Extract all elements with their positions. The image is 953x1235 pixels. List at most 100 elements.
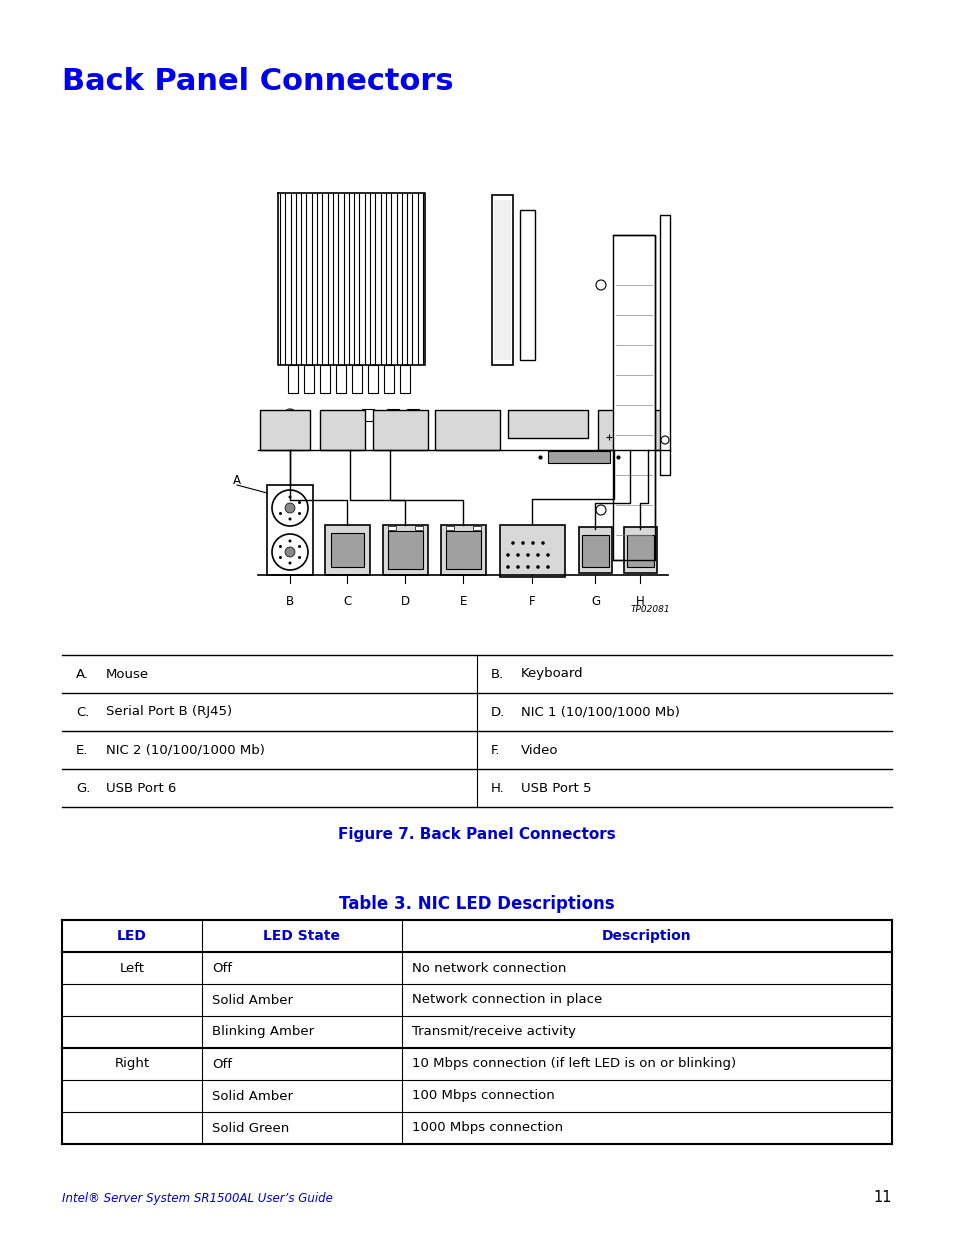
Text: Serial Port B (RJ45): Serial Port B (RJ45)	[106, 705, 232, 719]
Bar	[399, 366, 410, 393]
Circle shape	[288, 540, 292, 542]
Bar	[435, 410, 499, 450]
Bar	[415, 526, 422, 530]
Bar	[384, 366, 394, 393]
Text: Off: Off	[212, 962, 232, 974]
Bar	[507, 410, 587, 438]
Bar	[499, 525, 564, 577]
Text: Back Panel Connectors: Back Panel Connectors	[62, 67, 453, 96]
Bar	[440, 525, 485, 576]
Text: A.: A.	[76, 667, 89, 680]
Text: Intel® Server System SR1500AL User’s Guide: Intel® Server System SR1500AL User’s Gui…	[62, 1192, 333, 1205]
Text: Solid Green: Solid Green	[212, 1121, 289, 1135]
Circle shape	[297, 513, 301, 515]
Circle shape	[297, 556, 301, 559]
Text: G.: G.	[76, 782, 91, 794]
Text: F: F	[529, 595, 536, 608]
Text: Table 3. NIC LED Descriptions: Table 3. NIC LED Descriptions	[339, 895, 614, 913]
Bar	[659, 215, 669, 475]
Text: 11: 11	[873, 1191, 891, 1205]
Text: E.: E.	[76, 743, 89, 757]
Text: Video: Video	[520, 743, 558, 757]
Bar	[260, 410, 310, 450]
Circle shape	[272, 490, 308, 526]
Text: H.: H.	[491, 782, 504, 794]
Bar	[547, 451, 609, 463]
Circle shape	[278, 513, 282, 515]
Circle shape	[536, 553, 539, 557]
Bar	[407, 409, 418, 421]
Bar	[388, 531, 422, 569]
Bar	[319, 410, 365, 450]
Circle shape	[516, 553, 519, 557]
Circle shape	[278, 556, 282, 559]
Circle shape	[511, 541, 515, 545]
Text: 100 Mbps connection: 100 Mbps connection	[412, 1089, 554, 1103]
Text: A: A	[233, 473, 241, 487]
Bar	[613, 235, 655, 559]
Text: Solid Amber: Solid Amber	[212, 1089, 293, 1103]
Text: USB Port 6: USB Port 6	[106, 782, 176, 794]
Circle shape	[506, 566, 509, 569]
Text: Figure 7. Back Panel Connectors: Figure 7. Back Panel Connectors	[337, 827, 616, 842]
Text: G: G	[590, 595, 599, 608]
Text: F.: F.	[491, 743, 500, 757]
Circle shape	[297, 501, 301, 504]
Text: D.: D.	[491, 705, 505, 719]
Circle shape	[526, 566, 529, 569]
Text: LED State: LED State	[263, 929, 340, 944]
Text: NIC 2 (10/100/1000 Mb): NIC 2 (10/100/1000 Mb)	[106, 743, 265, 757]
Circle shape	[285, 503, 294, 513]
Bar	[626, 535, 654, 567]
Text: Description: Description	[601, 929, 691, 944]
Text: USB Port 5: USB Port 5	[520, 782, 591, 794]
Text: B.: B.	[491, 667, 504, 680]
Bar	[335, 366, 346, 393]
Circle shape	[531, 541, 535, 545]
Text: Right: Right	[114, 1057, 150, 1071]
Bar	[623, 527, 657, 573]
Text: Mouse: Mouse	[106, 667, 149, 680]
Text: Transmit/receive activity: Transmit/receive activity	[412, 1025, 576, 1039]
Text: C.: C.	[76, 705, 90, 719]
Bar	[473, 526, 480, 530]
Text: TP02081: TP02081	[630, 605, 669, 614]
Bar	[581, 535, 608, 567]
Circle shape	[297, 545, 301, 548]
Bar	[519, 210, 535, 359]
Text: No network connection: No network connection	[412, 962, 566, 974]
Bar	[387, 409, 398, 421]
Bar	[635, 410, 666, 450]
Text: 10 Mbps connection (if left LED is on or blinking): 10 Mbps connection (if left LED is on or…	[412, 1057, 736, 1071]
Circle shape	[516, 566, 519, 569]
Bar	[382, 525, 428, 576]
Text: NIC 1 (10/100/1000 Mb): NIC 1 (10/100/1000 Mb)	[520, 705, 679, 719]
Text: Solid Amber: Solid Amber	[212, 993, 293, 1007]
Text: C: C	[343, 595, 352, 608]
Bar	[578, 527, 612, 573]
Bar	[304, 366, 314, 393]
Circle shape	[540, 541, 544, 545]
Bar	[288, 366, 297, 393]
Bar	[598, 410, 629, 450]
Bar	[492, 195, 513, 366]
Bar	[446, 531, 480, 569]
Circle shape	[278, 545, 282, 548]
Circle shape	[288, 495, 292, 499]
Bar	[331, 534, 364, 567]
Text: Left: Left	[119, 962, 144, 974]
Text: D: D	[400, 595, 410, 608]
Text: Network connection in place: Network connection in place	[412, 993, 601, 1007]
Bar	[319, 366, 330, 393]
Circle shape	[288, 562, 292, 564]
Circle shape	[272, 534, 308, 571]
Text: Blinking Amber: Blinking Amber	[212, 1025, 314, 1039]
Bar	[352, 366, 361, 393]
Circle shape	[285, 547, 294, 557]
Bar	[388, 526, 395, 530]
Text: Off: Off	[212, 1057, 232, 1071]
Text: B: B	[286, 595, 294, 608]
Bar	[267, 485, 313, 576]
Text: Keyboard: Keyboard	[520, 667, 583, 680]
Bar	[494, 200, 511, 359]
